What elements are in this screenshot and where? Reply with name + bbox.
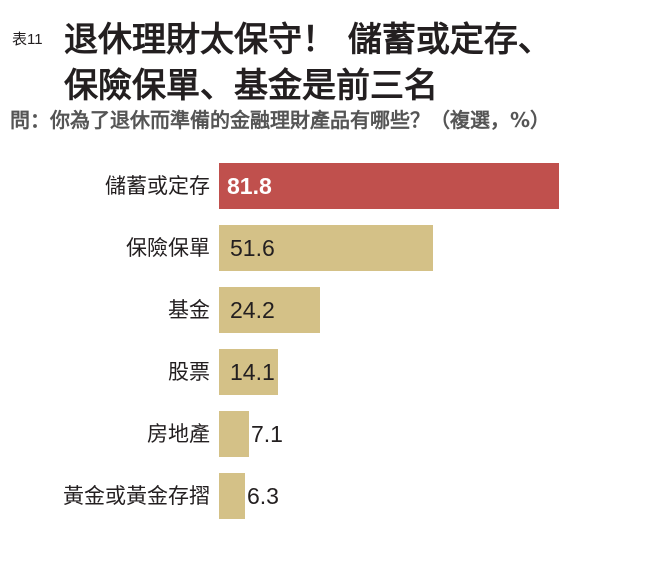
value-label: 24.2 [230,297,275,323]
value-label: 6.3 [247,483,279,509]
category-label: 房地產 [147,422,210,446]
bar-row: 黃金或黃金存摺 6.3 [0,473,660,519]
chart-subtitle-question: 問：你為了退休而準備的金融理財產品有哪些？（複選，%） [10,108,551,132]
value-label: 14.1 [230,359,275,385]
value-label: 81.8 [227,173,272,199]
category-label: 基金 [168,298,210,322]
bar-row: 房地產 7.1 [0,411,660,457]
bar [219,349,278,395]
bar [219,287,320,333]
table-number: 表11 [12,31,43,48]
chart-title-line-2: 保險保單、基金是前三名 [64,66,438,106]
category-label: 黃金或黃金存摺 [63,484,210,508]
bar-row: 基金 24.2 [0,287,660,333]
value-label: 7.1 [251,421,283,447]
bar [219,473,245,519]
value-label: 51.6 [230,235,275,261]
bar [219,163,559,209]
category-label: 股票 [168,360,210,384]
bar-row: 保險保單 51.6 [0,225,660,271]
bar [219,411,249,457]
bar-row: 儲蓄或定存 81.8 [0,163,660,209]
bar-row: 股票 14.1 [0,349,660,395]
bar [219,225,433,271]
chart-title-line-1: 退休理財太保守！ 儲蓄或定存、 [64,20,552,60]
category-label: 儲蓄或定存 [105,174,210,198]
category-label: 保險保單 [126,236,210,260]
